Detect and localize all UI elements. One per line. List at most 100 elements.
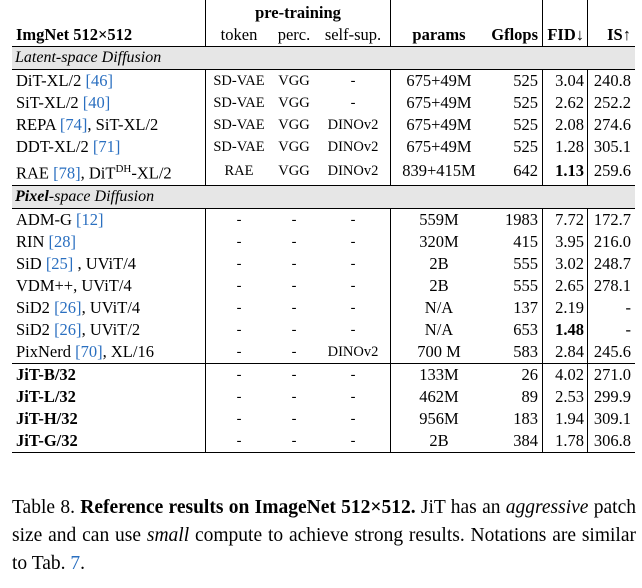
table-row: JiT-G/32- - -2B 384 1.78 306.8 — [12, 429, 635, 453]
perc-cell: - — [272, 207, 316, 231]
table-row: REPA [74], SiT-XL/2 SD-VAE VGG DINOv2 675+49… — [12, 114, 635, 136]
table-row: DiT-XL/2 [46] SD-VAE VGG -675+49M 525 3.04 240… — [12, 69, 635, 92]
params-cell: 675+49M — [390, 136, 487, 158]
selfsup-cell: - — [316, 207, 391, 231]
gflops-cell: 415 — [513, 231, 538, 251]
method-suffix: , DiT — [80, 163, 116, 183]
fid-cell: 4.02 — [542, 362, 588, 386]
is-cell: 271.0 — [587, 362, 635, 386]
is-cell: - — [587, 318, 635, 341]
section-title-rest: Latent-space Diffusion — [15, 49, 162, 66]
is-cell: - — [587, 296, 635, 319]
gflops-cell: 89 — [521, 386, 539, 406]
caption-text-4: . — [80, 553, 86, 574]
citation-link[interactable]: [70] — [75, 341, 103, 361]
table-caption: Table 8. Reference results on ImageNet 5… — [12, 494, 636, 578]
is-cell: 309.1 — [587, 407, 635, 430]
table-row: JiT-H/32 - - - 956M 183 1.94 309.1 — [12, 407, 635, 430]
col-token: token — [205, 24, 272, 47]
table-row: JiT-L/32 - - - 462M 89 2.53 299.9 — [12, 385, 635, 408]
selfsup-cell: - — [350, 277, 356, 294]
gflops-cell: 525 — [487, 69, 543, 92]
is-cell: 274.6 — [587, 114, 635, 136]
perc-cell: - — [291, 255, 297, 272]
method-name: SiD2 — [16, 297, 55, 317]
citation-link[interactable]: [71] — [92, 137, 121, 156]
method-suffix: , UViT/2 — [81, 319, 141, 339]
selfsup-cell: DINOv2 — [327, 343, 379, 360]
is-cell: 245.6 — [587, 340, 635, 363]
fid-cell: 1.78 — [542, 429, 588, 453]
perc-cell: VGG — [278, 95, 310, 111]
gflops-cell: 653 — [513, 319, 538, 339]
method-name: ADM-G — [16, 209, 77, 229]
table-row: ADM-G [12] - - -559M 1983 7.72 172.7 — [12, 207, 635, 231]
method-name: JiT-L/32 — [16, 386, 76, 406]
selfsup-cell: - — [350, 299, 356, 316]
fid-cell: 3.95 — [542, 230, 588, 253]
params-cell: N/A — [390, 296, 487, 319]
method-name: REPA — [16, 115, 60, 134]
method-suffix: , XL/16 — [102, 341, 154, 361]
method-name: DDT-XL/2 — [16, 137, 93, 156]
token-cell: - — [205, 318, 272, 341]
method-name: RAE — [16, 163, 54, 183]
col-gflops: Gflops — [491, 25, 538, 44]
citation-link[interactable]: [46] — [85, 71, 114, 90]
citation-link[interactable]: [40] — [82, 93, 111, 112]
selfsup-cell: DINOv2 — [327, 163, 379, 180]
header-row-2: ImgNet 512×512 token perc. self-sup. par… — [12, 24, 635, 47]
params-cell: 2B — [390, 252, 487, 275]
caption-text-2: patch size and can use — [12, 497, 636, 546]
header-row-1: pre-training — [12, 0, 635, 24]
token-cell: - — [205, 207, 272, 231]
method-suffix: , SiT-XL/2 — [87, 115, 159, 134]
gflops-cell: 26 — [487, 362, 543, 386]
perc-cell: - — [291, 233, 297, 250]
is-cell: 240.8 — [587, 69, 635, 92]
perc-cell: - — [291, 343, 297, 360]
citation-link[interactable]: [26] — [54, 319, 82, 339]
token-cell: SD-VAE — [205, 69, 272, 92]
perc-cell: - — [291, 299, 297, 316]
token-cell: - — [205, 407, 272, 430]
citation-link[interactable]: [12] — [76, 209, 104, 229]
citation-link[interactable]: [78] — [53, 163, 81, 183]
fid-cell: 1.94 — [542, 407, 588, 430]
params-cell: 133M — [390, 362, 487, 386]
params-cell: 839+415M — [390, 158, 487, 185]
col-perc: perc. — [277, 25, 311, 44]
caption-italic-2: small — [146, 525, 190, 546]
section-title-rest: -space Diffusion — [48, 187, 155, 205]
citation-link[interactable]: [28] — [48, 231, 77, 251]
section-header-row: Pixel-space Diffusion — [12, 184, 635, 208]
method-suffix: , UViT/4 — [73, 253, 137, 273]
method-cell: DDT-XL/2 [71] — [12, 136, 206, 158]
token-cell: RAE — [205, 158, 272, 185]
caption-bold: Reference results on ImageNet 512×512. — [80, 497, 416, 518]
citation-link[interactable]: [74] — [59, 115, 88, 134]
table-row: DDT-XL/2 [71] SD-VAE VGG DINOv2 675+49M 525 1.… — [12, 136, 635, 158]
citation-link[interactable]: [26] — [54, 297, 82, 317]
is-cell: 306.8 — [587, 429, 635, 453]
method-cell: VDM++, UViT/4 — [12, 275, 206, 297]
token-cell: SD-VAE — [205, 136, 272, 158]
perc-cell: VGG — [278, 117, 310, 133]
perc-cell: VGG — [278, 163, 310, 180]
caption-text-3: compute to achieve strong results. Notat… — [12, 525, 636, 574]
fid-cell: 2.53 — [542, 385, 588, 408]
method-cell: SiD2 [26], UViT/2 — [12, 319, 206, 341]
method-name: JiT-H/32 — [16, 408, 78, 428]
method-cell: ADM-G [12] — [12, 207, 206, 231]
method-cell: PixNerd [70], XL/16 — [12, 341, 206, 364]
citation-link[interactable]: [25] — [45, 253, 74, 273]
gflops-cell: 137 — [513, 297, 538, 317]
section-title: Pixel-space Diffusion — [12, 184, 635, 208]
method-suffix-2: -XL/2 — [131, 163, 172, 183]
params-cell: 559M — [390, 207, 487, 231]
method-name: SiD2 — [16, 319, 55, 339]
caption-table-link[interactable]: 7 — [70, 553, 81, 574]
caption-italic-1: aggressive — [505, 497, 589, 518]
gflops-cell: 1983 — [487, 207, 543, 231]
fid-cell: 2.19 — [542, 296, 588, 319]
